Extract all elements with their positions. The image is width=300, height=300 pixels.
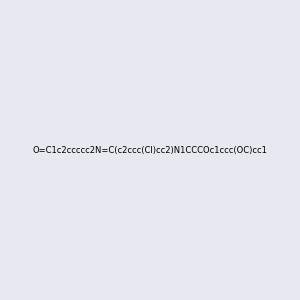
- Text: O=C1c2ccccc2N=C(c2ccc(Cl)cc2)N1CCCOc1ccc(OC)cc1: O=C1c2ccccc2N=C(c2ccc(Cl)cc2)N1CCCOc1ccc…: [33, 146, 267, 154]
